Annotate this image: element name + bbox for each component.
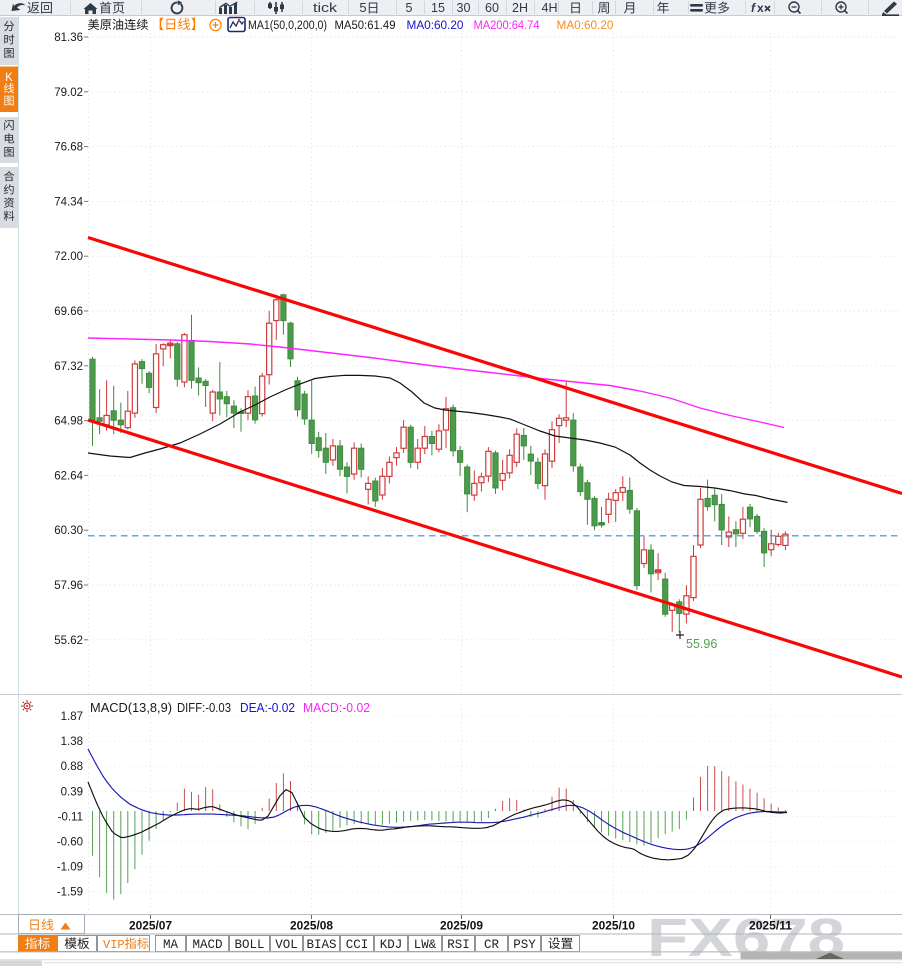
svg-text:CR: CR	[484, 938, 500, 952]
svg-text:62.64: 62.64	[54, 470, 83, 482]
svg-text:-0.11: -0.11	[58, 811, 83, 823]
svg-text:BIAS: BIAS	[306, 938, 336, 952]
svg-text:69.66: 69.66	[54, 306, 83, 318]
svg-text:MA: MA	[163, 938, 179, 952]
svg-text:1.87: 1.87	[61, 711, 83, 723]
svg-text:60.30: 60.30	[54, 525, 83, 537]
svg-text:55.96: 55.96	[686, 637, 717, 651]
svg-text:MA50:61.49: MA50:61.49	[335, 18, 396, 32]
svg-text:MA0:60.20: MA0:60.20	[407, 18, 464, 32]
svg-text:2025/08: 2025/08	[290, 919, 333, 933]
svg-text:0.88: 0.88	[61, 761, 83, 773]
svg-text:tick: tick	[313, 0, 338, 15]
svg-text:30: 30	[457, 1, 471, 15]
svg-text:VOL: VOL	[275, 938, 298, 952]
svg-text:60: 60	[485, 1, 499, 15]
svg-text:-1.59: -1.59	[57, 887, 83, 899]
svg-text:5: 5	[359, 0, 366, 15]
svg-text:MA1(50,0,200,0): MA1(50,0,200,0)	[248, 18, 327, 32]
svg-text:RSI: RSI	[447, 938, 470, 952]
svg-text:67.32: 67.32	[54, 361, 83, 373]
svg-text:2025/09: 2025/09	[440, 919, 483, 933]
svg-text:MACD(13,8,9): MACD(13,8,9)	[90, 701, 172, 715]
svg-text:MACD:-0.02: MACD:-0.02	[303, 701, 370, 715]
svg-text:64.98: 64.98	[54, 416, 83, 428]
svg-text:x: x	[757, 1, 764, 15]
svg-text:72.00: 72.00	[54, 251, 83, 263]
svg-text:MA0:60.20: MA0:60.20	[557, 18, 614, 32]
svg-text:57.96: 57.96	[54, 580, 83, 592]
svg-text:-0.60: -0.60	[57, 837, 83, 849]
svg-text:2025/11: 2025/11	[749, 919, 792, 933]
svg-text:DIFF:-0.03: DIFF:-0.03	[177, 701, 231, 715]
svg-text:74.34: 74.34	[54, 196, 83, 208]
svg-text:2H: 2H	[512, 1, 528, 15]
svg-text:1.38: 1.38	[61, 736, 83, 748]
svg-text:BOLL: BOLL	[234, 938, 264, 952]
svg-text:PSY: PSY	[513, 938, 536, 952]
svg-text:MA200:64.74: MA200:64.74	[474, 18, 540, 32]
svg-text:4H: 4H	[542, 1, 558, 15]
svg-text:KDJ: KDJ	[380, 938, 403, 952]
svg-text:55.62: 55.62	[54, 635, 83, 647]
svg-text:VIP: VIP	[103, 938, 125, 952]
svg-text:-1.09: -1.09	[57, 862, 83, 874]
svg-text:DEA:-0.02: DEA:-0.02	[240, 701, 295, 715]
svg-text:5: 5	[406, 1, 413, 15]
svg-text:79.02: 79.02	[54, 87, 83, 99]
svg-text:15: 15	[431, 1, 445, 15]
svg-text:K: K	[5, 72, 13, 84]
svg-text:81.36: 81.36	[54, 32, 83, 44]
svg-text:LW&: LW&	[414, 938, 437, 952]
svg-text:MACD: MACD	[192, 938, 222, 952]
svg-text:f: f	[751, 1, 756, 15]
svg-text:2025/10: 2025/10	[592, 919, 635, 933]
svg-text:CCI: CCI	[346, 938, 369, 952]
svg-text:76.68: 76.68	[54, 142, 83, 154]
svg-text:2025/07: 2025/07	[129, 919, 172, 933]
svg-text:0.39: 0.39	[61, 786, 83, 798]
